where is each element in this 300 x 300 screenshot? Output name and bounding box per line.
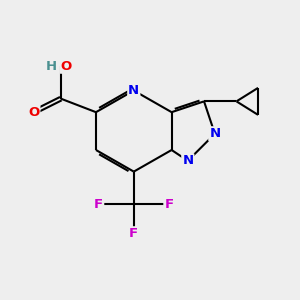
Text: N: N — [182, 154, 194, 167]
Text: N: N — [128, 84, 140, 97]
Text: H: H — [46, 60, 57, 73]
Text: F: F — [94, 197, 103, 211]
Text: O: O — [61, 60, 72, 73]
Text: N: N — [209, 127, 220, 140]
Text: F: F — [164, 197, 173, 211]
Text: F: F — [129, 227, 138, 240]
Text: O: O — [28, 106, 39, 119]
